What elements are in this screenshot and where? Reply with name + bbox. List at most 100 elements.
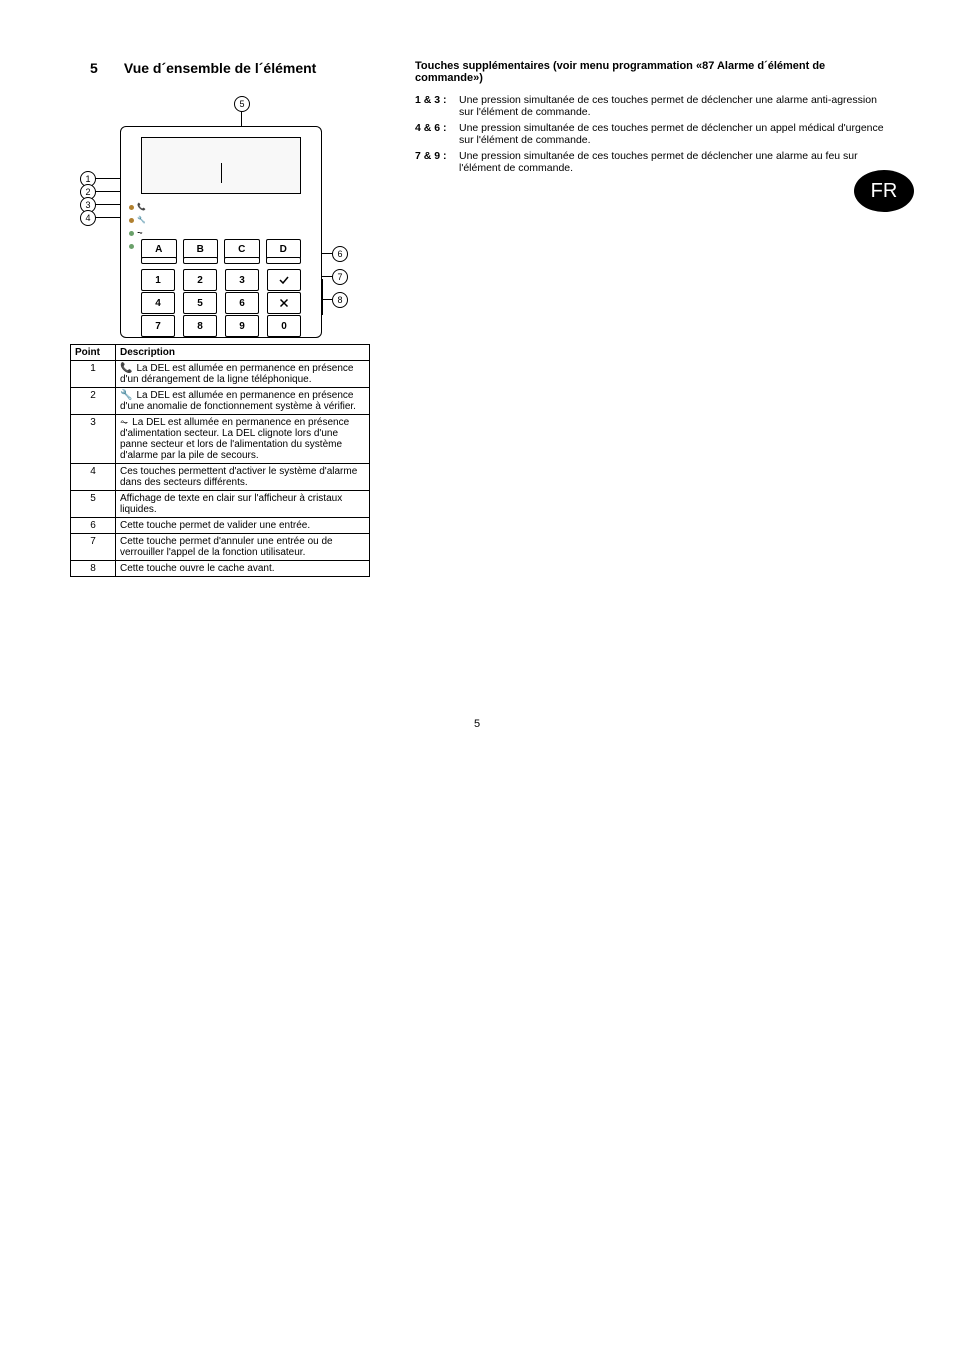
led-icon: ⏦ xyxy=(137,230,143,237)
numpad-key-7: 7 xyxy=(141,315,175,337)
cell-point: 1 xyxy=(71,361,116,388)
combo-row: 4 & 6 :Une pression simultanée de ces to… xyxy=(415,122,884,146)
cell-description: Cette touche permet de valider une entré… xyxy=(116,518,370,534)
combo-text: Une pression simultanée de ces touches p… xyxy=(459,94,884,118)
description-text: Affichage de texte en clair sur l'affich… xyxy=(120,493,342,515)
strip-key xyxy=(183,257,219,264)
section-number: 5 xyxy=(90,60,120,76)
description-text: La DEL est allumée en permanence en prés… xyxy=(120,417,349,461)
cell-point: 8 xyxy=(71,561,116,577)
description-text: Cette touche permet de valider une entré… xyxy=(120,520,310,531)
section-title-text: Vue d´ensemble de l´élément xyxy=(124,60,316,76)
cell-description: Cette touche permet d'annuler une entrée… xyxy=(116,534,370,561)
callout-line xyxy=(95,204,120,205)
combo-label: 4 & 6 : xyxy=(415,122,459,146)
cell-point: 3 xyxy=(71,415,116,464)
letter-key-d: D xyxy=(266,239,302,259)
cell-description: Ces touches permettent d'activer le syst… xyxy=(116,464,370,491)
lcd-cursor xyxy=(221,163,222,183)
callout-line xyxy=(95,191,120,192)
numpad-row-1: 123 xyxy=(141,269,301,291)
language-badge: FR xyxy=(854,170,914,212)
cell-point: 2 xyxy=(71,388,116,415)
led-icon: 🔧 xyxy=(137,217,146,224)
right-column: Touches supplémentaires (voir menu progr… xyxy=(415,60,884,577)
numpad-key-9: 9 xyxy=(225,315,259,337)
callout-4: 4 xyxy=(80,210,96,226)
led-dot xyxy=(129,244,134,249)
cell-point: 4 xyxy=(71,464,116,491)
combo-row: 7 & 9 :Une pression simultanée de ces to… xyxy=(415,150,884,174)
cell-description: Cette touche ouvre le cache avant. xyxy=(116,561,370,577)
callout-5: 5 xyxy=(234,96,250,112)
led-icon: 📞 xyxy=(137,204,146,211)
callout-7: 7 xyxy=(332,269,348,285)
numpad-key-4: 4 xyxy=(141,292,175,314)
strip-row xyxy=(141,257,301,263)
table-row: 2🔧La DEL est allumée en permanence en pr… xyxy=(71,388,370,415)
device-diagram: 5 1234 678 📞🔧⏦ ABCD xyxy=(80,96,360,336)
cell-description: 🔧La DEL est allumée en permanence en pré… xyxy=(116,388,370,415)
lcd-display xyxy=(141,137,301,194)
letter-keys-row: ABCD xyxy=(141,239,301,259)
callout-line xyxy=(95,178,120,179)
description-text: Ces touches permettent d'activer le syst… xyxy=(120,466,357,488)
numpad-key-8: 8 xyxy=(183,315,217,337)
description-text: Cette touche ouvre le cache avant. xyxy=(120,563,275,574)
table-row: 8 Cette touche ouvre le cache avant. xyxy=(71,561,370,577)
table-row: 4Ces touches permettent d'activer le sys… xyxy=(71,464,370,491)
numpad-key-2: 2 xyxy=(183,269,217,291)
cell-description: 📞La DEL est allumée en permanence en pré… xyxy=(116,361,370,388)
description-icon: ⏦ xyxy=(120,417,128,428)
numpad-key-1: 1 xyxy=(141,269,175,291)
right-heading: Touches supplémentaires (voir menu progr… xyxy=(415,60,884,84)
numpad-key-0: 0 xyxy=(267,315,301,337)
table-row: 5Affichage de texte en clair sur l'affic… xyxy=(71,491,370,518)
description-text: Cette touche permet d'annuler une entrée… xyxy=(120,536,333,558)
table-row: 1📞La DEL est allumée en permanence en pr… xyxy=(71,361,370,388)
left-column: 5 Vue d´ensemble de l´élément 5 1234 678… xyxy=(70,60,375,577)
cell-description: ⏦La DEL est allumée en permanence en pré… xyxy=(116,415,370,464)
led-dot xyxy=(129,205,134,210)
description-table: Point Description 1📞La DEL est allumée e… xyxy=(70,344,370,577)
letter-key-a: A xyxy=(141,239,177,259)
table-row: 6Cette touche permet de valider une entr… xyxy=(71,518,370,534)
description-text: La DEL est allumée en permanence en prés… xyxy=(120,390,356,412)
callout-8: 8 xyxy=(332,292,348,308)
cell-point: 7 xyxy=(71,534,116,561)
description-text: La DEL est allumée en permanence en prés… xyxy=(120,363,353,385)
strip-key xyxy=(266,257,302,264)
connector-line xyxy=(322,279,323,315)
numpad-key-6: 6 xyxy=(225,292,259,314)
combo-text: Une pression simultanée de ces touches p… xyxy=(459,150,884,174)
numpad-key-3: 3 xyxy=(225,269,259,291)
cell-description: Affichage de texte en clair sur l'affich… xyxy=(116,491,370,518)
callout-6: 6 xyxy=(332,246,348,262)
combo-label: 1 & 3 : xyxy=(415,94,459,118)
callout-line xyxy=(95,217,120,218)
page-number: 5 xyxy=(0,718,954,730)
table-row: 7Cette touche permet d'annuler une entré… xyxy=(71,534,370,561)
strip-key xyxy=(141,257,177,264)
th-description: Description xyxy=(116,345,370,361)
numpad-row-3: 7890 xyxy=(141,315,301,337)
description-icon: 🔧 xyxy=(120,390,132,401)
description-icon: 📞 xyxy=(120,363,132,374)
cancel-key xyxy=(267,292,301,314)
numpad-key-5: 5 xyxy=(183,292,217,314)
confirm-key xyxy=(267,269,301,291)
strip-key xyxy=(224,257,260,264)
keypad-device: 📞 🔧 ⏦ ABCD 123 456 7890 xyxy=(120,126,322,338)
cell-point: 5 xyxy=(71,491,116,518)
numpad-row-2: 456 xyxy=(141,292,301,314)
combo-text: Une pression simultanée de ces touches p… xyxy=(459,122,884,146)
led-dot xyxy=(129,231,134,236)
led-row: 🔧 xyxy=(129,215,146,226)
combo-label: 7 & 9 : xyxy=(415,150,459,174)
letter-key-b: B xyxy=(183,239,219,259)
section-title: 5 Vue d´ensemble de l´élément xyxy=(90,60,375,76)
combo-row: 1 & 3 :Une pression simultanée de ces to… xyxy=(415,94,884,118)
led-row: 📞 xyxy=(129,202,146,213)
key-combination-list: 1 & 3 :Une pression simultanée de ces to… xyxy=(415,94,884,174)
th-point: Point xyxy=(71,345,116,361)
